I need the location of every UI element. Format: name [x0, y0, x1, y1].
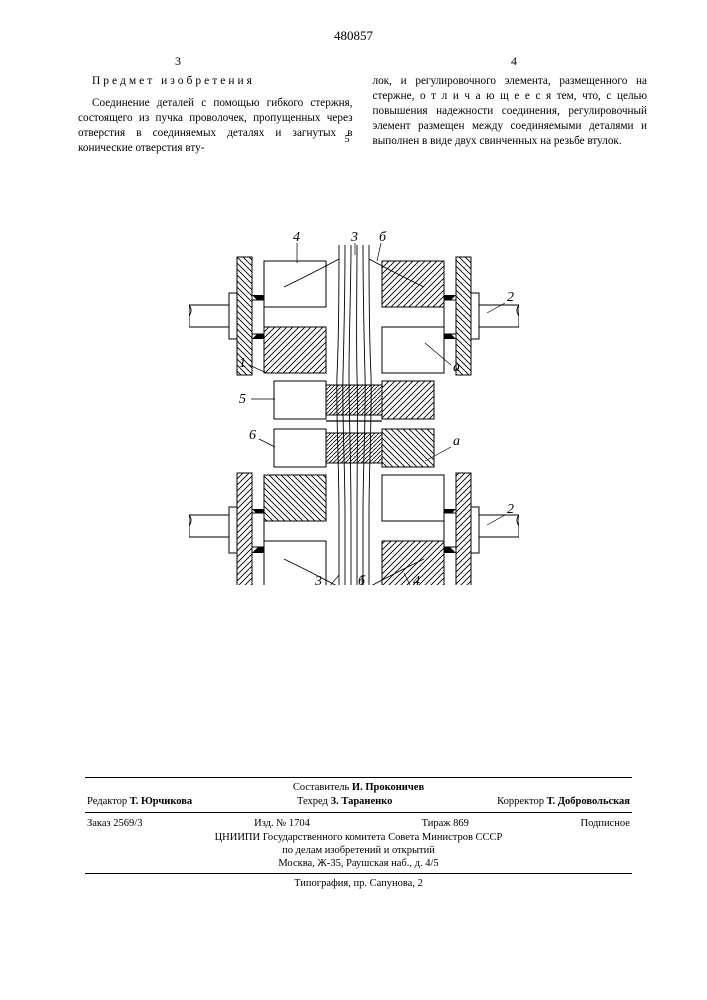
document-number: 480857 [0, 28, 707, 44]
figure-label-3b: 3 [314, 574, 322, 585]
sign: Подписное [581, 818, 630, 829]
claim-text-left: Соединение деталей с помощью гибкого сте… [78, 96, 353, 156]
issue-val: 1704 [289, 818, 310, 829]
compiler-name: И. Проконичев [352, 782, 424, 793]
rule [85, 812, 632, 813]
tiraj-label: Тираж [422, 818, 451, 829]
rule [85, 873, 632, 874]
compiler-label: Составитель [293, 782, 349, 793]
left-column: Предмет изобретения Соединение деталей с… [78, 74, 353, 156]
tech-label: Техред [297, 796, 328, 807]
figure-label-1: 1 [239, 356, 246, 371]
patent-figure: 4 3 б 2 а 1 5 6 а 2 3 б 4 [189, 215, 519, 585]
figure-label-2b: 2 [507, 502, 514, 517]
imprint-block: Составитель И. Проконичев Редактор Т. Юр… [85, 774, 632, 890]
claim-text-right: лок, и регулировочного элемента, размеще… [373, 74, 648, 150]
figure-label-a2: а [453, 434, 460, 449]
order-val: 2569/3 [113, 818, 142, 829]
rule [85, 777, 632, 778]
page-number-left: 3 [175, 54, 181, 69]
page-number-right: 4 [511, 54, 517, 69]
right-column: лок, и регулировочного элемента, размеще… [373, 74, 648, 156]
org-addr: Москва, Ж-35, Раушская наб., д. 4/5 [85, 857, 632, 870]
org-line-1: ЦНИИПИ Государственного комитета Совета … [85, 831, 632, 844]
editor-label: Редактор [87, 796, 127, 807]
corrector-label: Корректор [497, 796, 544, 807]
figure-label-4: 4 [293, 230, 300, 245]
text-columns: Предмет изобретения Соединение деталей с… [78, 74, 647, 156]
org-line-2: по делам изобретений и открытий [85, 844, 632, 857]
typography: Типография, пр. Сапунова, 2 [85, 877, 632, 890]
figure-label-4b: 4 [413, 574, 420, 585]
margin-line-number: 5 [345, 134, 350, 145]
figure-label-5: 5 [239, 392, 246, 407]
order-label: Заказ [87, 818, 111, 829]
tech-name: З. Тараненко [331, 796, 393, 807]
editor-name: Т. Юрчикова [130, 796, 192, 807]
figure-label-3: 3 [350, 230, 358, 245]
figure-label-a: а [453, 360, 460, 375]
figure-label-bb: б [358, 574, 366, 585]
issue-label: Изд. № [254, 818, 286, 829]
corrector-name: Т. Добровольская [547, 796, 630, 807]
figure-label-b: б [379, 230, 387, 245]
subject-title: Предмет изобретения [78, 74, 353, 90]
figure-label-2: 2 [507, 290, 514, 305]
figure-label-6: 6 [249, 428, 256, 443]
tiraj-val: 869 [453, 818, 469, 829]
